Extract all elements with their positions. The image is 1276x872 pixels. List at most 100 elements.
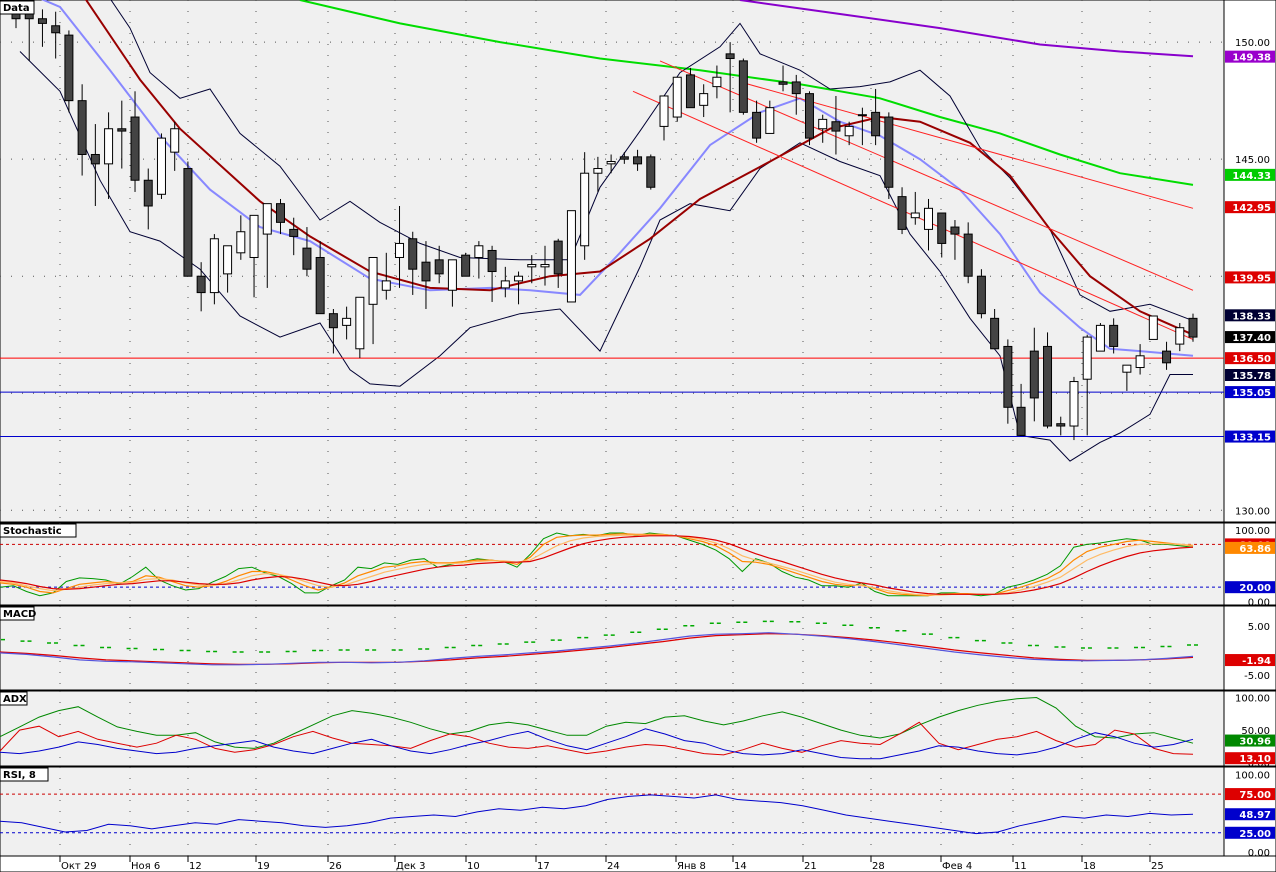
- candle[interactable]: [434, 245, 444, 284]
- candle[interactable]: [1109, 318, 1119, 354]
- candle[interactable]: [447, 259, 457, 307]
- candle[interactable]: [249, 214, 259, 298]
- candle[interactable]: [315, 241, 325, 315]
- candle[interactable]: [117, 100, 127, 169]
- candle[interactable]: [1122, 364, 1132, 391]
- candle[interactable]: [104, 112, 114, 199]
- candle-body: [249, 214, 259, 258]
- candle[interactable]: [209, 234, 219, 305]
- channel-middle-line[interactable]: [739, 81, 1194, 209]
- time-tick-label: 10: [467, 861, 480, 872]
- candle[interactable]: [593, 156, 603, 192]
- candle[interactable]: [646, 154, 656, 190]
- candle[interactable]: [90, 124, 100, 206]
- candle[interactable]: [395, 205, 405, 288]
- candle[interactable]: [1162, 341, 1172, 370]
- time-tick-label: 12: [189, 861, 202, 872]
- candle[interactable]: [540, 245, 550, 286]
- candle[interactable]: [527, 255, 537, 284]
- candle[interactable]: [302, 227, 312, 277]
- rsi-label-low-bg: [1225, 826, 1275, 839]
- candle[interactable]: [474, 241, 484, 279]
- candle[interactable]: [37, 9, 47, 47]
- candle[interactable]: [606, 154, 616, 174]
- candle[interactable]: [580, 152, 590, 260]
- candle[interactable]: [553, 238, 563, 288]
- candle[interactable]: [408, 231, 418, 295]
- candle[interactable]: [487, 245, 497, 302]
- time-tick-label: 26: [329, 861, 342, 872]
- candle[interactable]: [752, 100, 762, 143]
- candle[interactable]: [924, 198, 934, 251]
- candle-body: [500, 280, 510, 289]
- candle[interactable]: [857, 107, 867, 146]
- candle[interactable]: [778, 65, 788, 92]
- candle[interactable]: [990, 308, 1000, 350]
- candle[interactable]: [725, 42, 735, 113]
- channel-upper-line[interactable]: [659, 60, 1194, 291]
- candle[interactable]: [1135, 344, 1145, 375]
- candle[interactable]: [659, 95, 669, 141]
- candle[interactable]: [275, 198, 285, 235]
- candle[interactable]: [950, 220, 960, 260]
- candle[interactable]: [1003, 339, 1013, 424]
- candle[interactable]: [685, 67, 695, 109]
- candle[interactable]: [804, 91, 814, 146]
- candle[interactable]: [368, 256, 378, 345]
- candle[interactable]: [738, 58, 748, 115]
- candle[interactable]: [765, 100, 775, 134]
- candle[interactable]: [712, 65, 722, 99]
- candle[interactable]: [844, 121, 854, 146]
- candle[interactable]: [236, 215, 246, 260]
- candle[interactable]: [884, 112, 894, 199]
- candle[interactable]: [381, 252, 391, 300]
- candle[interactable]: [328, 308, 338, 354]
- candle[interactable]: [130, 91, 140, 192]
- candle[interactable]: [1082, 334, 1092, 436]
- candle[interactable]: [461, 252, 471, 277]
- candle[interactable]: [619, 152, 629, 164]
- candle[interactable]: [421, 241, 431, 309]
- candle[interactable]: [699, 84, 709, 118]
- candle[interactable]: [223, 245, 233, 293]
- candle[interactable]: [514, 271, 524, 305]
- candle[interactable]: [1095, 323, 1105, 352]
- candle[interactable]: [342, 306, 352, 340]
- candle[interactable]: [1029, 327, 1039, 422]
- candle[interactable]: [1043, 332, 1053, 429]
- candle-body: [1043, 345, 1053, 427]
- candle[interactable]: [633, 149, 643, 171]
- candle[interactable]: [262, 203, 272, 288]
- candle[interactable]: [1016, 383, 1026, 436]
- candle[interactable]: [1056, 416, 1066, 436]
- candle[interactable]: [672, 76, 682, 122]
- candle[interactable]: [1069, 376, 1079, 441]
- candle[interactable]: [963, 222, 973, 284]
- candle[interactable]: [976, 269, 986, 319]
- candle[interactable]: [831, 95, 841, 155]
- candle[interactable]: [791, 74, 801, 115]
- candle-body: [37, 18, 47, 24]
- candle[interactable]: [897, 187, 907, 235]
- candle[interactable]: [818, 114, 828, 143]
- candle[interactable]: [1188, 313, 1198, 342]
- candle[interactable]: [143, 168, 153, 230]
- candle[interactable]: [355, 296, 365, 359]
- candle[interactable]: [566, 210, 576, 303]
- candle[interactable]: [183, 161, 193, 277]
- candle[interactable]: [500, 266, 510, 298]
- candle[interactable]: [1175, 323, 1185, 352]
- candle[interactable]: [51, 11, 61, 59]
- candle[interactable]: [937, 212, 947, 258]
- candle[interactable]: [156, 133, 166, 199]
- candle[interactable]: [1148, 315, 1158, 340]
- candle[interactable]: [170, 121, 180, 171]
- candle[interactable]: [196, 262, 206, 312]
- candle[interactable]: [77, 84, 87, 176]
- candle[interactable]: [289, 217, 299, 256]
- candle[interactable]: [64, 30, 74, 113]
- candle-body: [1175, 327, 1185, 345]
- candle[interactable]: [910, 191, 920, 225]
- candle[interactable]: [871, 88, 881, 146]
